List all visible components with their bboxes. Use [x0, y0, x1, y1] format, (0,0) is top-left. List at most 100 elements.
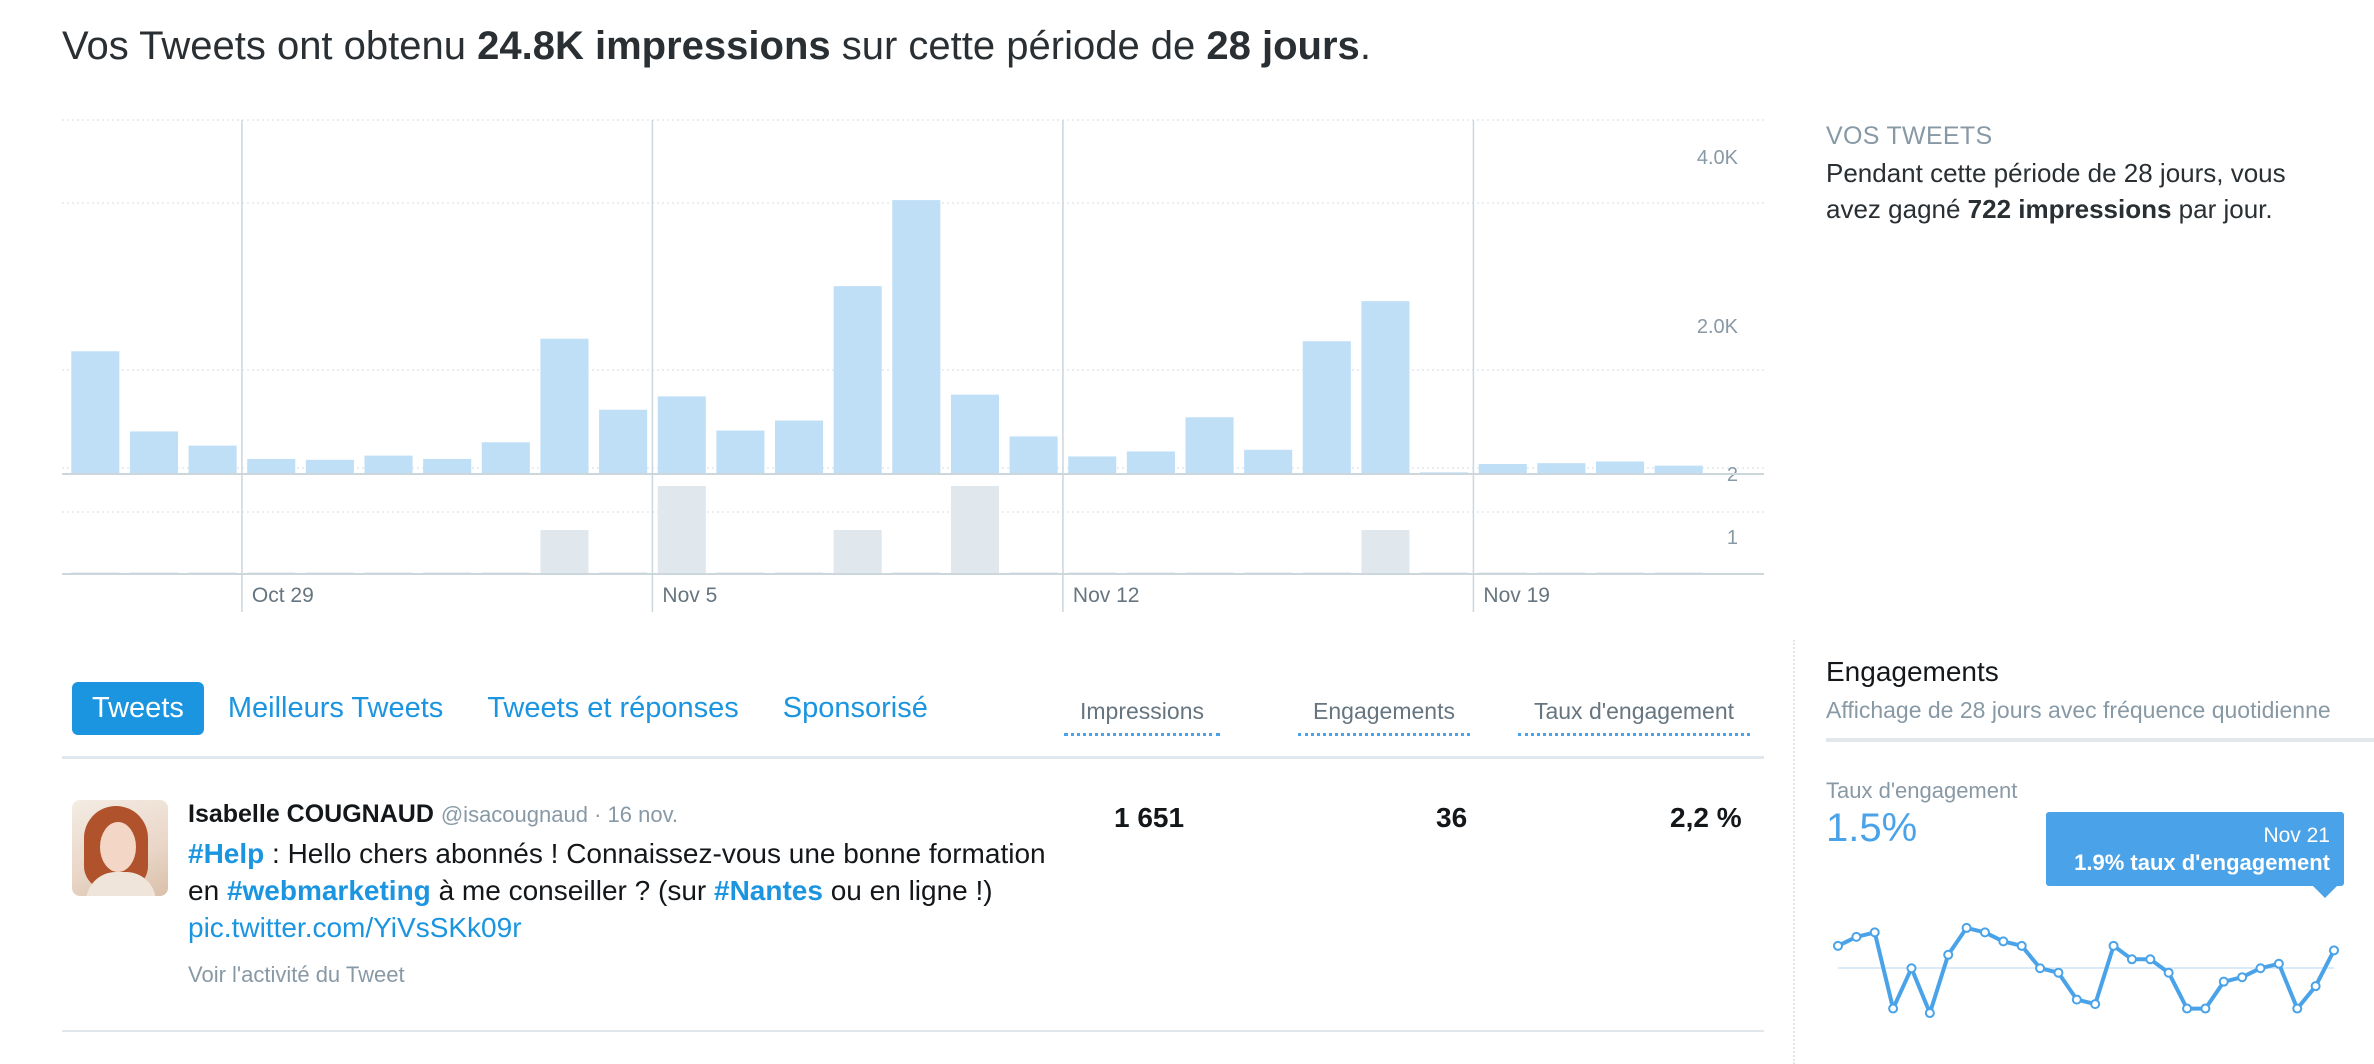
impressions-bar [1244, 449, 1293, 474]
impressions-bar [1302, 341, 1351, 474]
tweets-summary: VOS TWEETS Pendant cette période de 28 j… [1826, 122, 2346, 227]
impressions-bar [1537, 463, 1586, 474]
column-engagements[interactable]: Engagements [1298, 698, 1470, 736]
page-headline: Vos Tweets ont obtenu 24.8K impressions … [62, 24, 1371, 69]
impressions-bar [716, 430, 765, 474]
tab-promoted[interactable]: Sponsorisé [782, 691, 928, 724]
headline-impressions: 24.8K impressions [477, 24, 831, 68]
tweet-text-part3: ou en ligne !) [822, 875, 993, 906]
impressions-bar [1595, 461, 1645, 474]
impressions-bar [1478, 463, 1527, 474]
impressions-bar [481, 442, 530, 474]
summary-title: VOS TWEETS [1826, 122, 1993, 150]
sparkline-point [2163, 967, 2174, 978]
table-header-rule [62, 756, 1764, 759]
sparkline-point [2329, 945, 2339, 956]
y-tick-label: 4.0K [1697, 147, 1739, 169]
headline-period: 28 jours [1206, 24, 1360, 68]
tweet-engagements-value: 36 [1436, 802, 1468, 833]
avatar[interactable] [72, 800, 168, 896]
impressions-bar [247, 458, 296, 474]
sparkline-point [2237, 972, 2248, 983]
hashtag-help[interactable]: #Help [188, 838, 265, 869]
sparkline-point [2053, 967, 2064, 978]
x-tick-label: Nov 5 [662, 584, 717, 607]
sparkline-point [2090, 999, 2101, 1010]
impressions-bar [1126, 451, 1175, 474]
tab-tweets[interactable]: Tweets [72, 681, 204, 735]
x-tick-label: Oct 29 [252, 584, 314, 607]
tab-tweets-replies[interactable]: Tweets et réponses [487, 691, 739, 724]
secondary-bar [1361, 530, 1410, 574]
sparkline-line [1837, 925, 2336, 1015]
impressions-bar [1654, 465, 1703, 474]
tweet-text-part1: : Hello chers abonnés ! Connaissez-vous … [188, 838, 1046, 906]
sparkline-point [2145, 954, 2156, 965]
hashtag-webmarketing[interactable]: #webmarketing [226, 875, 431, 906]
impressions-bar [774, 420, 824, 474]
tweet-tabs: Tweets Meilleurs Tweets Tweets et répons… [72, 680, 972, 736]
summary-line2-suffix: par jour. [2171, 194, 2273, 224]
impressions-bar [188, 445, 237, 474]
tweet-activity-link[interactable]: Voir l'activité du Tweet [188, 962, 405, 987]
tweet-author-handle[interactable]: @isacougnaud [440, 802, 588, 827]
engagements-title: Engagements [1826, 656, 1999, 687]
sparkline-point [2071, 994, 2082, 1005]
panel-divider [1793, 640, 1795, 1064]
impressions-bar [1185, 417, 1234, 474]
impressions-bar [950, 394, 1000, 474]
engagements-subtitle: Affichage de 28 jours avec fréquence quo… [1826, 697, 2331, 723]
sparkline-point [1961, 922, 1972, 933]
impressions-bar [129, 431, 179, 474]
tweet-text: #Help : Hello chers abonnés ! Connaissez… [188, 835, 1048, 946]
tweet-date[interactable]: 16 nov. [607, 802, 679, 827]
engagement-rate-label: Taux d'engagement [1826, 778, 2018, 803]
sparkline-point [2218, 976, 2229, 987]
impressions-bar [892, 200, 941, 474]
sparkline-point [2292, 1003, 2303, 1014]
sparkline-point [1906, 963, 1917, 974]
secondary-bar [833, 530, 882, 574]
impressions-bar [599, 409, 648, 474]
sparkline-point [1833, 940, 1843, 951]
secondary-bar [657, 486, 706, 574]
sparkline-point [1851, 931, 1862, 942]
impressions-bar [423, 458, 472, 474]
tweet-media-link[interactable]: pic.twitter.com/YiVsSKk09r [188, 912, 522, 943]
engagement-rate-sparkline[interactable] [1826, 880, 2346, 1040]
impressions-bar [833, 286, 882, 474]
impressions-bar [540, 338, 589, 474]
sparkline-tooltip: Nov 21 1.9% taux d'engagement [2046, 812, 2344, 886]
y-tick-label: 2.0K [1697, 316, 1739, 338]
sparkline-point [2108, 940, 2119, 951]
sparkline-point [1943, 949, 1954, 960]
tweet-text-part2: à me conseiller ? (sur [430, 875, 715, 906]
impressions-bar [364, 455, 413, 474]
summary-text: Pendant cette période de 28 jours, vous … [1826, 155, 2346, 227]
sparkline-point [1869, 927, 1880, 938]
headline-middle: sur cette période de [830, 24, 1207, 68]
tweet-impressions-value: 1 651 [1114, 802, 1185, 833]
column-engagement-rate[interactable]: Taux d'engagement [1518, 698, 1750, 736]
tweet-header: Isabelle COUGNAUD @isacougnaud · 16 nov. [188, 800, 1048, 829]
impressions-bar [1068, 456, 1117, 474]
column-impressions[interactable]: Impressions [1064, 698, 1220, 736]
summary-daily-impressions: 722 impressions [1967, 194, 2172, 224]
table-bottom-rule [62, 1030, 1764, 1032]
sparkline-point [2035, 963, 2046, 974]
y-tick-label-secondary: 1 [1727, 527, 1738, 549]
summary-line2-prefix: avez gagné [1826, 194, 1968, 224]
sparkline-point [2273, 958, 2284, 969]
x-tick-label: Nov 12 [1073, 584, 1140, 607]
impressions-bar [1361, 301, 1410, 474]
sparkline-point [2200, 1003, 2211, 1014]
hashtag-nantes[interactable]: #Nantes [714, 875, 823, 906]
tweet-author-name[interactable]: Isabelle COUGNAUD [188, 800, 434, 828]
sparkline-point [1888, 1003, 1899, 1014]
tab-top-tweets[interactable]: Meilleurs Tweets [227, 691, 444, 724]
headline-prefix: Vos Tweets ont obtenu [62, 24, 478, 68]
impressions-bar [71, 351, 120, 474]
impressions-bar [305, 459, 354, 474]
